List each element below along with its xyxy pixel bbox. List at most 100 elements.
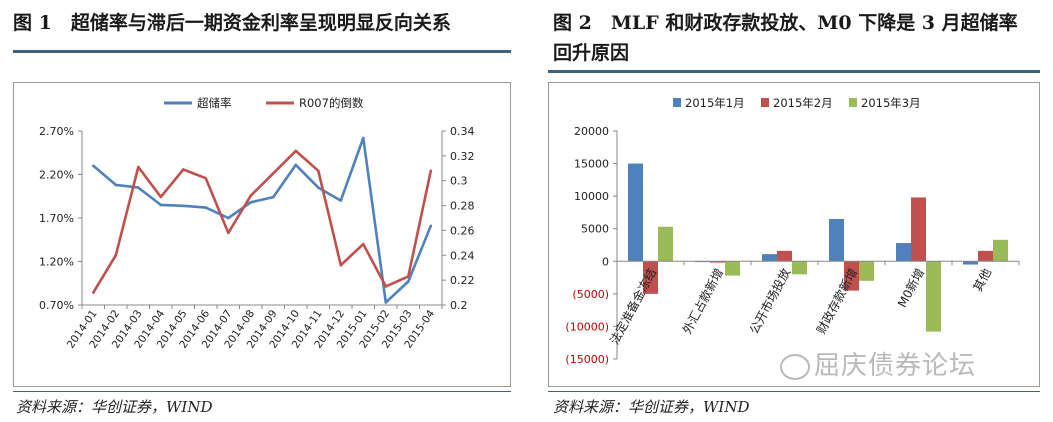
figure2-chart-frame: (15000) (10000) (5000) 0 5000 10000 15000 20000… bbox=[548, 82, 1040, 387]
bar-series-2 bbox=[710, 261, 725, 263]
series-2-point bbox=[339, 263, 343, 267]
figure1-title: 图 1 超储率与滞后一期资金利率呈现明显反向关系 bbox=[13, 12, 451, 34]
series-1-point bbox=[339, 199, 343, 202]
series-2-point bbox=[361, 242, 365, 246]
bar-series-1 bbox=[896, 243, 911, 262]
right-tick-label: 0.22 bbox=[450, 274, 475, 287]
figure1-title-rule bbox=[13, 50, 511, 53]
series-2-point bbox=[384, 285, 388, 288]
y-tick-label: 10000 bbox=[574, 190, 609, 203]
bar-series-1 bbox=[762, 254, 777, 262]
category-label: 其他 bbox=[971, 266, 995, 294]
series-1-point bbox=[159, 203, 163, 207]
series-2-point bbox=[204, 176, 208, 180]
y-tick-label: (5000) bbox=[572, 288, 609, 301]
legend-label-1: 2015年1月 bbox=[685, 96, 745, 110]
series-1-point bbox=[136, 186, 140, 189]
bar-series-1 bbox=[829, 218, 844, 262]
category-label: 公开市场投放 bbox=[746, 266, 793, 337]
figure1-bottom-rule bbox=[13, 391, 511, 392]
legend-label-1: 超储率 bbox=[197, 96, 232, 110]
category-label: 财政存款新增 bbox=[813, 266, 860, 337]
y-tick-label: (10000) bbox=[565, 320, 609, 333]
y-tick-label: 20000 bbox=[574, 125, 609, 138]
series-2-point bbox=[114, 253, 118, 257]
series-1-point bbox=[249, 201, 253, 204]
y-tick-label: 5000 bbox=[581, 223, 609, 236]
bar-series-2 bbox=[844, 261, 859, 291]
bar-series-3 bbox=[792, 261, 807, 275]
y-tick-label: (15000) bbox=[565, 353, 609, 366]
bar-series-2 bbox=[911, 197, 926, 262]
legend-swatch-2 bbox=[761, 98, 769, 107]
bar-series-1 bbox=[628, 163, 643, 262]
series-2-point bbox=[181, 168, 185, 171]
figure1-chart-frame: 0.70% 1.20% 1.70% 2.20% 2.70% 0.2 0.22 0.24 0.26… bbox=[13, 82, 511, 387]
right-tick-label: 0.3 bbox=[450, 175, 468, 188]
bar-series-2 bbox=[777, 250, 792, 262]
left-tick-label: 2.20% bbox=[39, 169, 74, 182]
series-2-point bbox=[271, 171, 275, 175]
series-1-point bbox=[361, 136, 365, 140]
series-1-point bbox=[226, 216, 230, 220]
bar-series-3 bbox=[993, 239, 1008, 262]
right-tick-label: 0.2 bbox=[450, 299, 468, 312]
bar-series-2 bbox=[978, 250, 993, 262]
bar-series-3 bbox=[926, 261, 941, 332]
right-tick-label: 0.32 bbox=[450, 150, 475, 163]
bar-series-3 bbox=[859, 261, 874, 281]
legend-label-2: R007的倒数 bbox=[299, 96, 364, 110]
series-1-point bbox=[294, 163, 298, 167]
watermark-text: 屈庆债券论坛 bbox=[814, 351, 977, 381]
series-1-point bbox=[181, 204, 185, 208]
legend-swatch-1 bbox=[673, 98, 681, 107]
right-tick-label: 0.34 bbox=[450, 125, 475, 138]
series-2-point bbox=[316, 169, 320, 173]
bar-series-2 bbox=[643, 261, 658, 294]
figure2-bar-chart: (15000) (10000) (5000) 0 5000 10000 15000 20000… bbox=[565, 96, 1020, 366]
series-1-point bbox=[384, 301, 388, 304]
figure2-title-rule bbox=[548, 70, 1040, 73]
legend-swatch-3 bbox=[849, 98, 857, 107]
y-tick-label: 0 bbox=[602, 255, 609, 268]
series-2-point bbox=[406, 275, 410, 278]
figure2-title-line2: 回升原因 bbox=[553, 42, 630, 64]
figure1-source: 资料来源：华创证券，WIND bbox=[16, 398, 213, 416]
legend-label-3: 2015年3月 bbox=[861, 96, 921, 110]
series-1-point bbox=[91, 164, 95, 168]
left-tick-label: 2.70% bbox=[39, 125, 74, 138]
series-2-point bbox=[249, 194, 253, 197]
figure2-title-line1: 图 2 MLF 和财政存款投放、M0 下降是 3 月超储率 bbox=[553, 12, 1018, 34]
series-2-point bbox=[136, 165, 140, 169]
series-1-point bbox=[204, 206, 208, 209]
watermark: 屈庆债券论坛 bbox=[780, 345, 976, 382]
series-line-2 bbox=[92, 149, 433, 294]
series-1-point bbox=[429, 224, 433, 228]
figure2-source: 资料来源：华创证券，WIND bbox=[553, 398, 750, 416]
bar-series-3 bbox=[658, 226, 673, 262]
figure1-line-chart: 0.70% 1.20% 1.70% 2.20% 2.70% 0.2 0.22 0.24 0.26… bbox=[39, 96, 475, 351]
series-1-point bbox=[406, 280, 410, 283]
right-tick-label: 0.24 bbox=[450, 249, 475, 262]
series-2-point bbox=[226, 231, 230, 235]
bar-series-1 bbox=[963, 261, 978, 265]
series-2-point bbox=[429, 169, 433, 173]
category-label: 外汇占款新增 bbox=[679, 266, 726, 337]
left-tick-label: 1.20% bbox=[39, 256, 74, 269]
series-line-1 bbox=[92, 136, 433, 304]
series-2-point bbox=[294, 149, 298, 153]
series-2-point bbox=[159, 195, 163, 199]
right-tick-label: 0.28 bbox=[450, 200, 475, 213]
category-label: 法定准备金冻结 bbox=[606, 266, 659, 347]
figure2-bottom-rule bbox=[548, 391, 1040, 392]
category-label: M0新增 bbox=[894, 266, 927, 310]
right-tick-label: 0.26 bbox=[450, 224, 475, 237]
series-1-point bbox=[271, 195, 275, 199]
bar-series-3 bbox=[725, 261, 740, 276]
series-2-point bbox=[91, 291, 95, 294]
left-tick-label: 0.70% bbox=[39, 299, 74, 312]
left-tick-label: 1.70% bbox=[39, 212, 74, 225]
series-1-point bbox=[114, 183, 118, 187]
series-1-point bbox=[316, 186, 320, 189]
watermark-icon bbox=[780, 353, 810, 380]
